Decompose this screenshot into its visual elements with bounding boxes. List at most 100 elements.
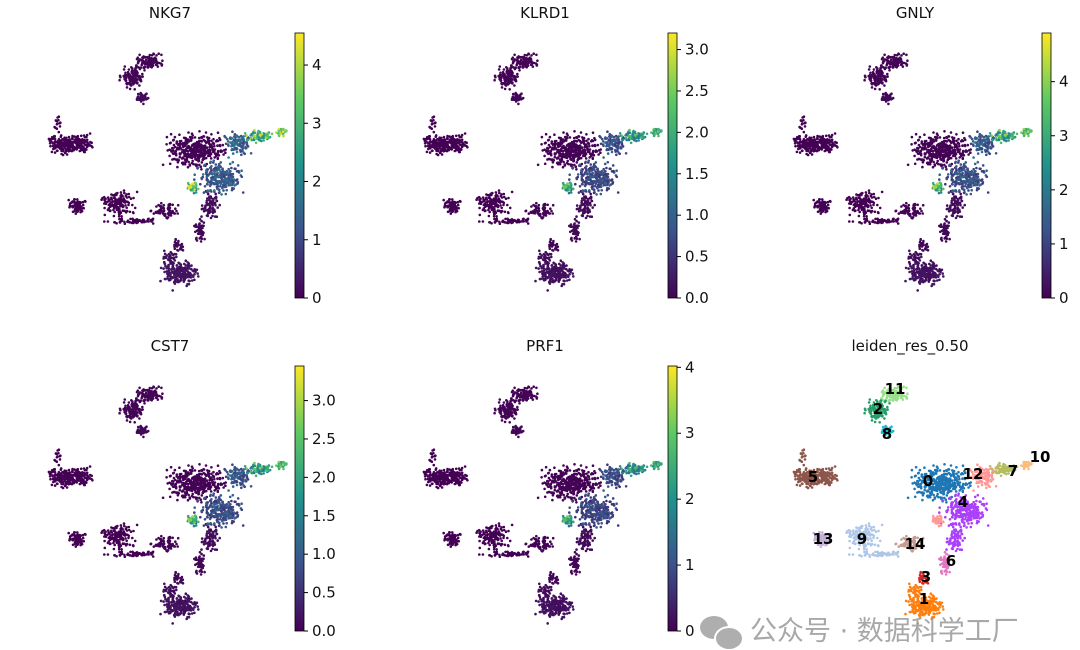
cell-point [876, 203, 879, 207]
cell-point [516, 60, 519, 64]
cell-point [75, 203, 78, 206]
cell-point [826, 200, 830, 204]
cell-point [543, 162, 547, 166]
cell-point [110, 198, 113, 201]
colorbar-tick-label: 2 [312, 173, 322, 191]
cell-point [551, 212, 554, 215]
cell-point [119, 191, 123, 194]
cell-point [549, 207, 552, 210]
cell-point [200, 136, 204, 140]
cell-point [589, 152, 593, 156]
cell-point [205, 141, 208, 145]
cell-point [166, 149, 169, 152]
cell-point [192, 186, 196, 189]
cell-point [499, 79, 503, 82]
cell-point [125, 86, 129, 89]
cell-point [165, 135, 169, 139]
cell-point [138, 74, 141, 78]
cell-point [577, 164, 581, 167]
cell-point [231, 152, 235, 155]
cell-point [628, 128, 631, 132]
cell-point [508, 220, 512, 224]
cell-point [195, 268, 199, 272]
cell-point [53, 140, 56, 144]
cell-point [428, 125, 431, 129]
cell-point [872, 195, 876, 199]
cell-point [457, 145, 460, 149]
cell-point [608, 141, 612, 145]
cell-point [73, 135, 76, 138]
cell-point [233, 139, 237, 142]
cell-point [423, 138, 426, 141]
cell-point [572, 187, 575, 191]
cell-point [564, 188, 568, 192]
cell-point [213, 189, 216, 192]
cell-point [214, 166, 218, 169]
cell-point [210, 179, 213, 183]
cell-point [254, 141, 258, 145]
cell-point [206, 197, 209, 200]
cell-point [568, 224, 571, 228]
cell-point [813, 202, 817, 205]
cell-point [639, 136, 643, 139]
cell-point [559, 143, 562, 146]
cell-point [606, 160, 610, 164]
cell-point [584, 161, 587, 165]
cell-point [216, 171, 219, 175]
cell-point [447, 200, 451, 203]
cell-point [870, 196, 874, 199]
cell-point [193, 268, 196, 271]
cell-point [513, 58, 517, 61]
cell-point [521, 65, 524, 69]
cell-point [103, 206, 106, 210]
cell-point [224, 185, 228, 188]
cell-point [113, 205, 116, 208]
cell-point [499, 204, 502, 207]
cell-point [602, 167, 605, 171]
cell-point [185, 139, 189, 142]
cell-point [222, 189, 225, 192]
cell-point [127, 195, 131, 199]
cell-point [594, 182, 597, 185]
cell-point [83, 139, 87, 142]
cell-point [432, 115, 436, 118]
cell-point [107, 198, 110, 201]
cell-point [593, 191, 596, 194]
cell-point [205, 177, 209, 181]
cell-point [572, 275, 575, 278]
cell-point [554, 264, 557, 268]
cell-point [546, 146, 549, 150]
cell-point [213, 215, 217, 218]
cell-point [540, 254, 544, 257]
cell-point [577, 135, 581, 138]
cell-point [581, 149, 584, 153]
cell-point [511, 92, 515, 96]
cell-point [146, 63, 149, 67]
cell-point [103, 200, 107, 203]
cell-point [504, 84, 508, 87]
cell-point [181, 245, 185, 248]
cell-point [540, 270, 544, 273]
cell-point [589, 197, 593, 200]
cell-point [124, 71, 127, 75]
cell-point [872, 192, 876, 196]
cell-point [798, 125, 801, 129]
cell-point [220, 179, 224, 182]
cell-point [432, 130, 436, 134]
cell-point [584, 182, 587, 186]
cell-point [264, 136, 268, 139]
colorbar-tick-label: 3.0 [685, 41, 709, 59]
cell-point [179, 243, 183, 247]
cell-point [227, 176, 231, 180]
cell-point [599, 171, 603, 175]
cell-point [588, 215, 592, 218]
cell-point [491, 199, 494, 202]
cell-point [575, 231, 579, 235]
cell-point [562, 140, 566, 143]
cell-point [187, 160, 190, 164]
cell-point [518, 62, 522, 66]
cell-point [173, 145, 177, 149]
cell-point [613, 135, 616, 139]
cell-point [522, 59, 526, 62]
